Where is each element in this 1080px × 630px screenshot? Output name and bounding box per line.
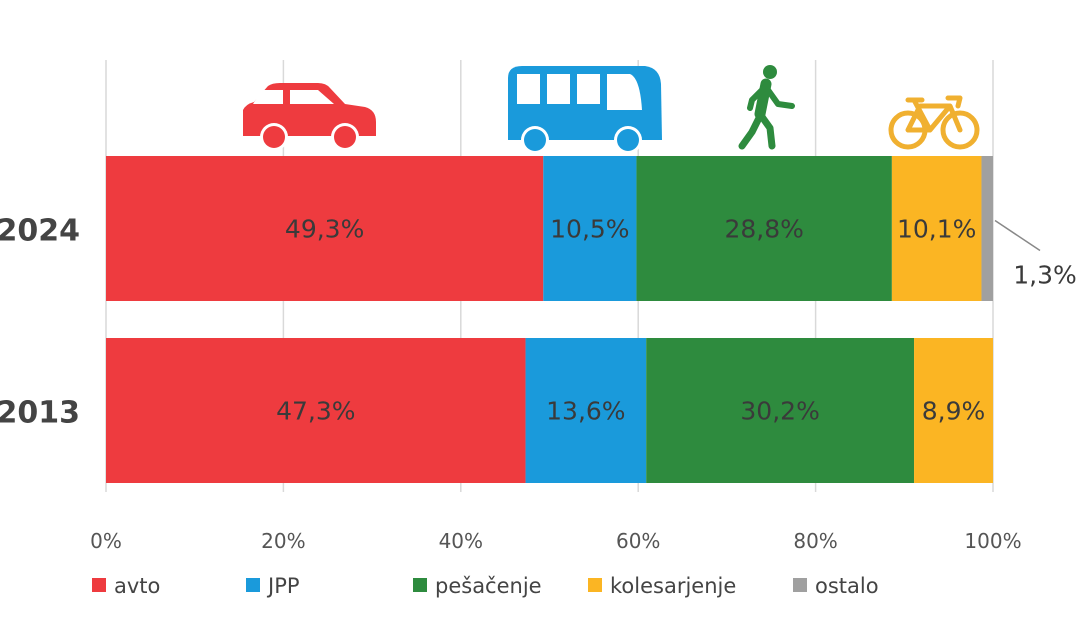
x-tick-label: 0% bbox=[90, 529, 122, 553]
data-label: 1,3% bbox=[1013, 261, 1077, 290]
bar-segment-ostalo bbox=[981, 156, 993, 301]
bar-segment-kolesarjenje bbox=[914, 338, 993, 483]
legend-label: pešačenje bbox=[435, 574, 542, 598]
legend-swatch bbox=[588, 578, 602, 592]
data-label: 30,2% bbox=[740, 397, 819, 426]
legend-swatch bbox=[413, 578, 427, 592]
legend-label: avto bbox=[114, 574, 160, 598]
data-label: 49,3% bbox=[285, 215, 364, 244]
bar-segment-JPP bbox=[525, 338, 647, 483]
bar-segment-JPP bbox=[543, 156, 637, 301]
x-tick-label: 20% bbox=[261, 529, 305, 553]
x-tick-label: 40% bbox=[439, 529, 483, 553]
leader-line bbox=[994, 219, 1041, 252]
category-label: 2013 bbox=[0, 396, 80, 431]
bicycle-icon bbox=[888, 95, 980, 150]
data-label: 13,6% bbox=[546, 397, 625, 426]
legend-swatch bbox=[793, 578, 807, 592]
category-label: 2024 bbox=[0, 214, 80, 249]
bar-segment-pešačenje bbox=[646, 338, 915, 483]
legend-label: JPP bbox=[266, 574, 300, 598]
legend-label: ostalo bbox=[815, 574, 879, 598]
data-label: 10,5% bbox=[550, 215, 629, 244]
bus-icon bbox=[508, 66, 662, 154]
data-label: 47,3% bbox=[276, 397, 355, 426]
legend-swatch bbox=[246, 578, 260, 592]
legend-label: kolesarjenje bbox=[610, 574, 736, 598]
bar-segment-avto bbox=[106, 338, 526, 483]
x-tick-label: 80% bbox=[793, 529, 837, 553]
data-label: 10,1% bbox=[897, 215, 976, 244]
x-tick-label: 100% bbox=[964, 529, 1021, 553]
bar-segment-avto bbox=[106, 156, 544, 301]
x-tick-label: 60% bbox=[616, 529, 660, 553]
data-label: 28,8% bbox=[724, 215, 803, 244]
bar-segment-kolesarjenje bbox=[891, 156, 982, 301]
pedestrian-icon bbox=[738, 65, 795, 150]
bar-segment-pešačenje bbox=[636, 156, 892, 301]
car-icon bbox=[243, 83, 376, 151]
legend-swatch bbox=[92, 578, 106, 592]
data-label: 8,9% bbox=[922, 397, 986, 426]
